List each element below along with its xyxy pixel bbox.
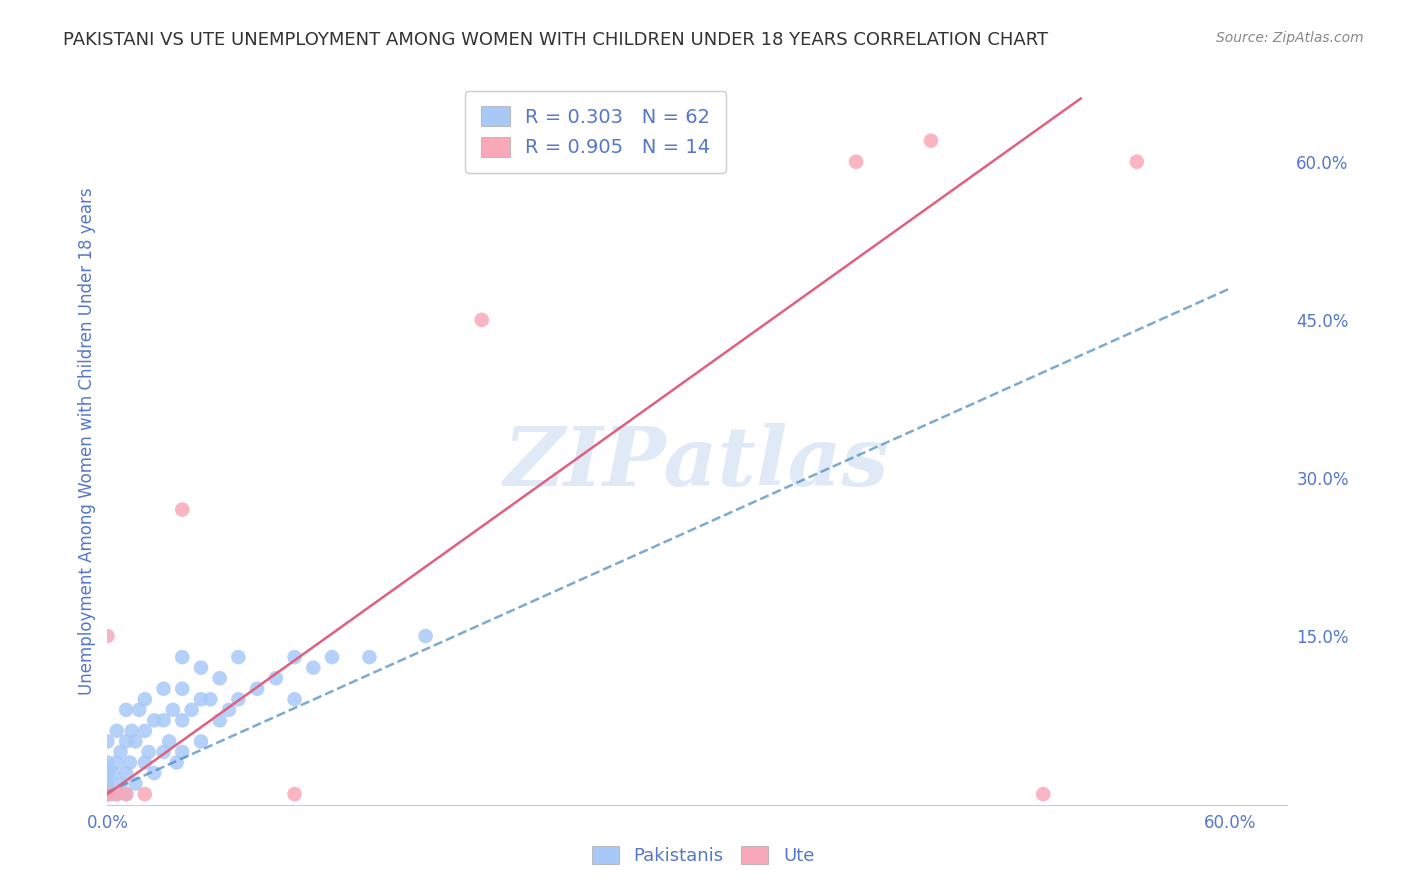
Point — [96, 787, 118, 801]
Point — [96, 787, 118, 801]
Point — [105, 756, 128, 770]
Point — [96, 787, 118, 801]
Point — [228, 692, 250, 706]
Point — [190, 734, 212, 748]
Point — [920, 134, 942, 148]
Point — [152, 681, 174, 696]
Point — [115, 766, 138, 780]
Point — [152, 714, 174, 728]
Point — [218, 703, 240, 717]
Point — [128, 703, 150, 717]
Point — [96, 761, 118, 775]
Point — [134, 723, 156, 738]
Point — [415, 629, 437, 643]
Point — [228, 650, 250, 665]
Point — [115, 787, 138, 801]
Point — [208, 714, 231, 728]
Point — [162, 703, 184, 717]
Point — [172, 714, 194, 728]
Point — [124, 734, 146, 748]
Point — [115, 734, 138, 748]
Point — [124, 776, 146, 790]
Point — [96, 629, 118, 643]
Point — [110, 745, 132, 759]
Point — [246, 681, 269, 696]
Point — [110, 776, 132, 790]
Point — [180, 703, 202, 717]
Point — [302, 660, 325, 674]
Point — [157, 734, 180, 748]
Point — [115, 787, 138, 801]
Point — [96, 734, 118, 748]
Point — [143, 714, 166, 728]
Point — [101, 766, 124, 780]
Point — [152, 745, 174, 759]
Point — [264, 671, 287, 685]
Point — [96, 756, 118, 770]
Text: PAKISTANI VS UTE UNEMPLOYMENT AMONG WOMEN WITH CHILDREN UNDER 18 YEARS CORRELATI: PAKISTANI VS UTE UNEMPLOYMENT AMONG WOME… — [63, 31, 1049, 49]
Point — [96, 787, 118, 801]
Point — [134, 692, 156, 706]
Point — [96, 787, 118, 801]
Point — [321, 650, 343, 665]
Text: Source: ZipAtlas.com: Source: ZipAtlas.com — [1216, 31, 1364, 45]
Point — [172, 650, 194, 665]
Point — [471, 313, 494, 327]
Legend: R = 0.303   N = 62, R = 0.905   N = 14: R = 0.303 N = 62, R = 0.905 N = 14 — [465, 91, 725, 173]
Point — [105, 723, 128, 738]
Y-axis label: Unemployment Among Women with Children Under 18 years: Unemployment Among Women with Children U… — [79, 187, 96, 695]
Point — [190, 660, 212, 674]
Point — [96, 787, 118, 801]
Point — [284, 692, 307, 706]
Point — [101, 787, 124, 801]
Point — [115, 703, 138, 717]
Point — [359, 650, 381, 665]
Text: ZIPatlas: ZIPatlas — [505, 423, 890, 503]
Legend: Pakistanis, Ute: Pakistanis, Ute — [582, 837, 824, 874]
Point — [96, 787, 118, 801]
Point — [172, 502, 194, 516]
Point — [200, 692, 222, 706]
Point — [96, 776, 118, 790]
Point — [1032, 787, 1054, 801]
Point — [284, 650, 307, 665]
Point — [190, 692, 212, 706]
Point — [172, 681, 194, 696]
Point — [96, 787, 118, 801]
Point — [118, 756, 141, 770]
Point — [845, 154, 868, 169]
Point — [96, 766, 118, 780]
Point — [138, 745, 160, 759]
Point — [96, 776, 118, 790]
Point — [208, 671, 231, 685]
Point — [96, 781, 118, 796]
Point — [134, 787, 156, 801]
Point — [166, 756, 188, 770]
Point — [1126, 154, 1149, 169]
Point — [143, 766, 166, 780]
Point — [284, 787, 307, 801]
Point — [105, 787, 128, 801]
Point — [134, 756, 156, 770]
Point — [172, 745, 194, 759]
Point — [121, 723, 143, 738]
Point — [105, 787, 128, 801]
